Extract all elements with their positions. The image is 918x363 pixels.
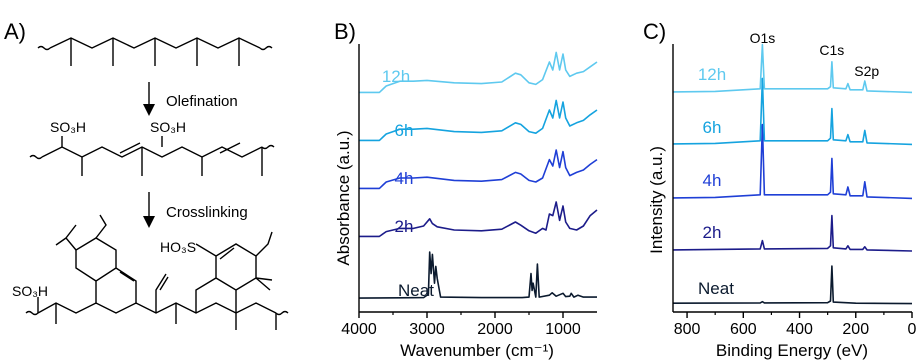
series-line-12h <box>672 43 913 94</box>
x-tick-label: 200 <box>842 321 869 338</box>
wavy-bond <box>261 144 275 150</box>
series-label-2h: 2h <box>703 223 722 242</box>
series-line-4h <box>359 149 598 190</box>
panel-b-letter: B) <box>334 19 356 44</box>
so3h-group-label: SO₃H <box>12 283 48 299</box>
methyl-branches <box>55 303 277 330</box>
peak-label-c1s: C1s <box>819 42 844 58</box>
arrow-crosslinking <box>143 192 155 228</box>
wavy-bond <box>275 310 289 316</box>
methyl-branches <box>70 38 240 66</box>
series-label-12h: 12h <box>698 65 726 84</box>
xps-x-axis-label: Binding Energy (eV) <box>716 341 868 360</box>
series-line-6h <box>359 99 598 142</box>
x-tick-label: 400 <box>786 321 813 338</box>
series-label-6h: 6h <box>703 118 722 137</box>
series-label-neat: Neat <box>398 281 434 300</box>
xps-y-axis-label: Intensity (a.u.) <box>647 146 666 254</box>
series-label-4h: 4h <box>395 169 414 188</box>
polymer-structure-1 <box>37 37 273 66</box>
cyclohexene-ring <box>75 237 137 303</box>
peak-label-s2p: S2p <box>854 63 879 79</box>
panel-a-letter: A) <box>4 19 26 44</box>
panel-c-letter: C) <box>643 19 666 44</box>
panel-a-scheme: A) Olefination SO₃H SO₃H <box>4 19 289 330</box>
wavy-bond <box>25 310 39 316</box>
side-branches <box>55 214 107 251</box>
xps-series-group <box>672 43 913 305</box>
polymer-structure-2 <box>29 136 275 176</box>
ftir-axes <box>358 44 597 313</box>
so3h-bonds <box>61 136 163 147</box>
so3h-group-label: SO₃H <box>50 119 86 135</box>
xps-x-ticks: 800 600 400 200 0 <box>674 312 917 338</box>
x-tick-label: 4000 <box>341 321 377 338</box>
xps-axes <box>672 44 912 313</box>
x-tick-label: 1000 <box>545 321 581 338</box>
wavy-bond <box>29 154 43 160</box>
methyl-branches <box>81 147 263 176</box>
ho3s-group-label: HO₃S <box>160 239 196 255</box>
series-line-neat <box>672 265 913 305</box>
ftir-x-ticks: 4000 3000 2000 1000 <box>341 312 581 338</box>
series-line-12h <box>359 51 598 94</box>
series-label-12h: 12h <box>382 67 410 86</box>
fused-rings <box>195 243 257 313</box>
series-line-2h <box>672 214 913 252</box>
vinyl-crosslink <box>155 273 169 313</box>
wavy-bond <box>259 45 273 51</box>
xps-peak-annotations: O1s C1s S2p <box>750 30 880 79</box>
x-tick-label: 600 <box>730 321 757 338</box>
ring-substituents <box>255 231 273 291</box>
double-bonds <box>119 142 241 154</box>
so3h-group-label: SO₃H <box>150 119 186 135</box>
ring-double-bond <box>119 271 135 282</box>
step-crosslinking-label: Crosslinking <box>166 204 248 221</box>
series-label-2h: 2h <box>395 217 414 236</box>
series-label-4h: 4h <box>703 171 722 190</box>
ftir-x-axis-label: Wavenumber (cm⁻¹) <box>400 341 554 360</box>
x-tick-label: 3000 <box>409 321 445 338</box>
ftir-y-axis-label: Absorbance (a.u.) <box>334 130 353 265</box>
step-olefination-label: Olefination <box>166 93 238 110</box>
ftir-series-group <box>358 51 598 299</box>
series-line-4h <box>672 123 913 200</box>
arrow-olefination <box>143 82 155 116</box>
peak-label-o1s: O1s <box>750 30 776 46</box>
x-tick-label: 0 <box>908 321 917 338</box>
series-label-neat: Neat <box>698 279 734 298</box>
series-line-2h <box>359 201 598 238</box>
panel-b-ftir-chart: B) Neat 2h 4h 6h 12h 4000 3000 2000 1000 Wavenu… <box>334 19 598 360</box>
x-tick-label: 800 <box>674 321 701 338</box>
x-tick-label: 2000 <box>477 321 513 338</box>
xps-series-labels: Neat 2h 4h 6h 12h <box>698 65 734 298</box>
backbone-chain <box>37 302 277 314</box>
ftir-series-labels: Neat 2h 4h 6h 12h <box>382 67 434 300</box>
series-line-neat <box>358 251 597 299</box>
panel-c-xps-chart: C) Neat 2h 4h 6h 12h O1s C1s S2p 800 600 400 200 0… <box>643 19 917 360</box>
backbone-chain <box>41 146 263 158</box>
ring-double-bond <box>219 247 235 260</box>
wavy-bond <box>37 45 51 51</box>
series-line-6h <box>672 77 913 146</box>
series-label-6h: 6h <box>395 121 414 140</box>
crosslinked-structure <box>25 214 289 330</box>
